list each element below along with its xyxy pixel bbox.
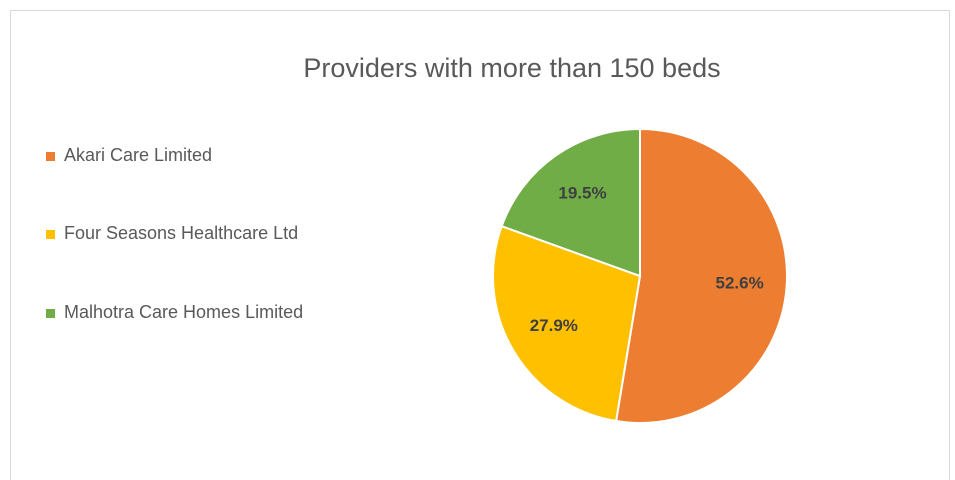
pie-slice <box>492 224 642 423</box>
legend-item: Malhotra Care Homes Limited <box>46 297 336 328</box>
data-label: 27.9% <box>530 316 578 335</box>
legend-label: Akari Care Limited <box>64 145 213 165</box>
data-label: 52.6% <box>716 274 764 293</box>
legend-item: Akari Care Limited <box>46 140 336 171</box>
chart-frame <box>10 10 950 480</box>
legend-swatch <box>46 230 55 239</box>
data-label: 19.5% <box>558 184 606 203</box>
legend-swatch <box>46 152 55 161</box>
pie-slice <box>500 127 641 278</box>
legend-label: Four Seasons Healthcare Ltd <box>64 223 299 243</box>
pie-slice <box>614 127 788 424</box>
chart-title: Providers with more than 150 beds <box>303 53 720 83</box>
legend-item: Four Seasons Healthcare Ltd <box>46 218 336 249</box>
legend-label: Malhotra Care Homes Limited <box>64 302 304 322</box>
legend-swatch <box>46 309 55 318</box>
